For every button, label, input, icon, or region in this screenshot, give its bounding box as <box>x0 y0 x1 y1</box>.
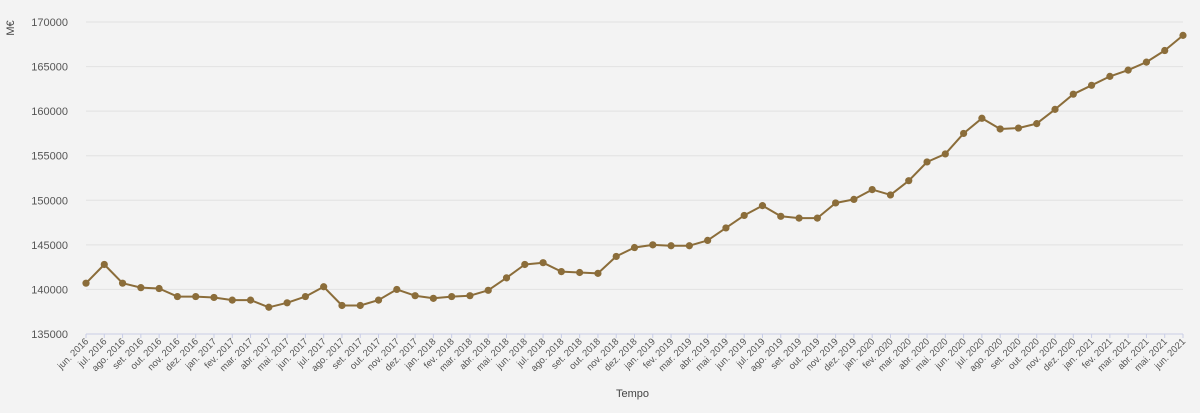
data-point <box>100 260 108 269</box>
series-line <box>85 34 1184 309</box>
data-point <box>320 283 328 291</box>
data-point <box>886 191 895 199</box>
y-tick-label: 140000 <box>31 284 68 296</box>
y-axis: 135000 140000 145000 150000 155000 160000 1650… <box>31 17 68 341</box>
data-point <box>612 252 620 261</box>
data-point <box>466 292 474 300</box>
data-point <box>960 129 968 138</box>
data-point <box>667 242 675 250</box>
y-tick-label: 135000 <box>31 329 68 341</box>
data-point <box>941 150 949 158</box>
data-point <box>393 285 401 294</box>
x-axis-title: Tempo <box>616 388 649 400</box>
data-point <box>118 279 127 287</box>
data-point <box>630 243 639 252</box>
data-point <box>704 236 712 244</box>
data-point <box>338 301 346 310</box>
data-point <box>301 292 309 301</box>
data-point <box>594 269 602 277</box>
y-tick-label: 170000 <box>31 17 68 29</box>
data-point <box>484 286 492 294</box>
data-point <box>1161 46 1169 55</box>
data-point <box>155 284 163 293</box>
y-tick-label: 145000 <box>31 240 68 252</box>
data-point <box>82 279 90 287</box>
data-point <box>1051 105 1059 113</box>
data-point <box>832 199 840 207</box>
data-point <box>813 214 821 222</box>
data-point <box>923 158 931 166</box>
data-point <box>795 214 803 222</box>
data-point <box>283 299 291 307</box>
data-point <box>210 293 218 302</box>
data-point <box>777 212 785 220</box>
data-point <box>758 202 767 210</box>
data-point <box>978 114 986 122</box>
gridlines <box>86 21 1183 290</box>
data-point <box>722 224 730 232</box>
data-point <box>502 274 511 282</box>
data-point <box>173 292 182 301</box>
data-point <box>374 296 383 304</box>
data-point <box>740 211 748 220</box>
data-point <box>448 292 456 301</box>
y-tick-label: 165000 <box>31 62 68 74</box>
data-point <box>1069 90 1077 98</box>
data-point <box>1106 72 1114 80</box>
data-point <box>576 268 584 277</box>
data-point <box>1179 31 1187 39</box>
data-point <box>429 294 437 302</box>
data-point <box>868 185 876 194</box>
data-point <box>557 268 565 276</box>
data-point <box>137 284 145 292</box>
data-point <box>228 296 236 304</box>
data-point <box>1124 66 1132 74</box>
data-point <box>539 259 547 267</box>
data-point <box>411 292 419 300</box>
y-tick-label: 160000 <box>31 106 68 118</box>
data-point <box>265 303 273 311</box>
data-point <box>521 260 529 269</box>
y-tick-label: 155000 <box>31 151 68 163</box>
y-tick-label: 150000 <box>31 195 68 207</box>
data-point <box>246 296 255 304</box>
data-point <box>905 177 913 185</box>
data-point <box>685 242 693 250</box>
data-point <box>1142 58 1151 66</box>
y-axis-title: M€ <box>5 20 17 35</box>
data-point <box>850 195 858 203</box>
data-point <box>1033 120 1041 128</box>
data-point <box>1087 81 1096 89</box>
data-point <box>192 292 200 301</box>
data-point <box>356 301 364 310</box>
data-point <box>1014 124 1023 132</box>
data-point <box>649 241 657 249</box>
data-point <box>996 125 1004 133</box>
data-points <box>82 31 1187 311</box>
